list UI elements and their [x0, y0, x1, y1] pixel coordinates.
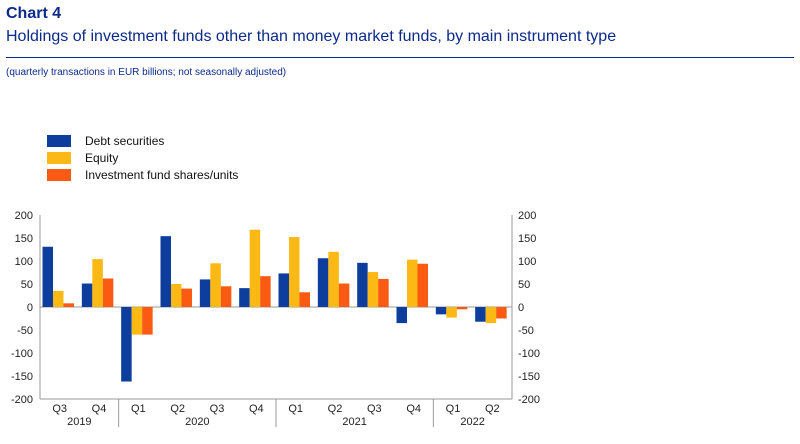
x-year-label: 2019	[67, 416, 91, 428]
bar-fund-shares	[496, 307, 507, 319]
bar-fund-shares	[181, 288, 192, 307]
y-tick-label-right: 50	[518, 279, 530, 291]
y-tick-label-right: -200	[518, 394, 540, 406]
bar-equity	[249, 229, 261, 307]
x-tick-label: Q3	[210, 403, 225, 415]
legend-swatch-debt-securities	[47, 134, 71, 147]
y-tick-label-left: 200	[15, 210, 33, 222]
bar-fund-shares	[63, 303, 74, 307]
bar-fund-shares	[142, 307, 153, 335]
bar-debt-securities	[81, 283, 93, 307]
bar-equity	[485, 307, 497, 324]
bar-debt-securities	[42, 246, 53, 307]
bar-fund-shares	[260, 276, 271, 307]
y-tick-label-right: 150	[518, 233, 536, 245]
bar-debt-securities	[475, 307, 486, 322]
bar-debt-securities	[160, 236, 171, 307]
legend-item-fund-shares: Investment fund shares/units	[47, 166, 238, 183]
bar-fund-shares	[378, 278, 389, 307]
legend-label-fund-shares: Investment fund shares/units	[85, 167, 239, 182]
y-tick-label-right: -150	[518, 371, 540, 383]
y-tick-label-left: 100	[15, 256, 33, 268]
bar-equity	[171, 284, 182, 307]
bar-equity	[328, 251, 339, 307]
bar-equity	[367, 272, 379, 307]
chart-title: Holdings of investment funds other than …	[6, 28, 617, 45]
y-tick-label-right: -50	[518, 325, 534, 337]
y-tick-label-left: -100	[11, 348, 33, 360]
legend-swatch-fund-shares	[47, 168, 71, 181]
x-tick-label: Q2	[328, 403, 343, 415]
x-tick-label: Q2	[170, 403, 185, 415]
bar-equity	[407, 259, 418, 307]
legend-label-debt-securities: Debt securities	[85, 133, 165, 148]
legend-item-equity: Equity	[47, 149, 238, 166]
x-tick-label: Q3	[52, 403, 67, 415]
bar-fund-shares	[102, 278, 114, 307]
y-tick-label-left: -50	[17, 325, 33, 337]
bar-equity	[53, 290, 64, 307]
bar-fund-shares	[220, 286, 232, 307]
bar-debt-securities	[121, 307, 132, 382]
x-year-label: 2021	[342, 416, 366, 428]
bar-fund-shares	[299, 292, 310, 307]
bar-equity	[92, 259, 103, 307]
chart-subtitle: (quarterly transactions in EUR billions;…	[6, 67, 287, 78]
bar-fund-shares	[456, 307, 468, 310]
legend-item-debt-securities: Debt securities	[47, 132, 238, 149]
bar-fund-shares	[338, 283, 350, 307]
x-tick-label: Q1	[446, 403, 461, 415]
bar-debt-securities	[357, 262, 368, 307]
bar-debt-securities	[239, 288, 250, 307]
bar-debt-securities	[435, 307, 447, 315]
legend-label-equity: Equity	[85, 150, 119, 165]
chart-legend: Debt securities Equity Investment fund s…	[47, 132, 238, 183]
x-tick-label: Q1	[288, 403, 303, 415]
bar-equity	[289, 237, 300, 307]
legend-swatch-equity	[47, 151, 71, 164]
title-divider	[6, 57, 794, 58]
x-tick-label: Q4	[249, 403, 264, 415]
y-tick-label-left: -150	[11, 371, 33, 383]
y-tick-label-left: 0	[27, 302, 33, 314]
x-year-label: 2020	[185, 416, 209, 428]
bar-debt-securities	[199, 279, 211, 307]
x-tick-label: Q3	[367, 403, 382, 415]
x-tick-label: Q4	[406, 403, 421, 415]
bar-equity	[446, 307, 457, 318]
y-tick-label-left: 150	[15, 233, 33, 245]
y-tick-label-right: 200	[518, 210, 536, 222]
y-tick-label-left: 50	[21, 279, 33, 291]
x-tick-label: Q4	[92, 403, 107, 415]
chart-header: Chart 4 Holdings of investment funds oth…	[6, 4, 794, 48]
y-tick-label-right: 0	[518, 302, 524, 314]
x-tick-label: Q1	[131, 403, 146, 415]
bar-debt-securities	[396, 307, 407, 324]
y-tick-label-left: -200	[11, 394, 33, 406]
bar-equity	[210, 263, 221, 307]
bar-debt-securities	[317, 258, 329, 307]
bar-fund-shares	[417, 263, 428, 307]
bar-chart: 200 200 150 150 100 100 50 50 0 0 -50 -50 -100 -100 -1…	[11, 210, 540, 428]
x-tick-label: Q2	[485, 403, 500, 415]
bar-equity	[131, 307, 143, 335]
y-tick-label-right: 100	[518, 256, 536, 268]
chart-number: Chart 4	[6, 5, 62, 22]
y-tick-label-right: -100	[518, 348, 540, 360]
x-year-label: 2022	[460, 416, 484, 428]
bar-debt-securities	[278, 273, 289, 307]
